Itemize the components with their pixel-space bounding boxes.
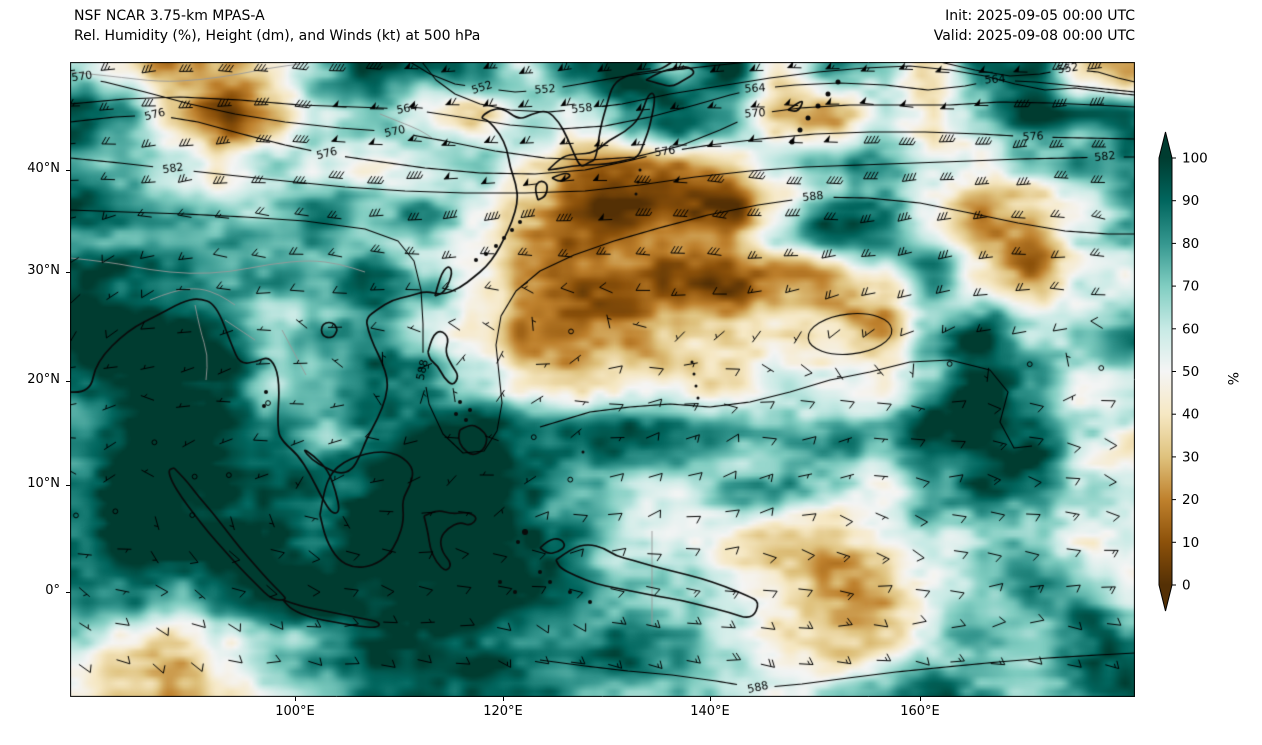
colorbar-tick-label: 50 xyxy=(1182,364,1199,380)
colorbar-tick-label: 90 xyxy=(1182,193,1199,209)
x-tick-label: 100°E xyxy=(275,704,315,719)
init-time: Init: 2025-09-05 00:00 UTC xyxy=(945,8,1135,24)
colorbar-tick-label: 80 xyxy=(1182,236,1199,252)
valid-time: Valid: 2025-09-08 00:00 UTC xyxy=(933,28,1135,44)
y-tick-mark xyxy=(66,170,70,171)
product-title: Rel. Humidity (%), Height (dm), and Wind… xyxy=(74,28,481,44)
y-tick-mark xyxy=(66,272,70,273)
y-tick-mark xyxy=(66,592,70,593)
colorbar-tick-label: 70 xyxy=(1182,279,1199,295)
title-block: NSF NCAR 3.75-km MPAS-A Rel. Humidity (%… xyxy=(74,6,480,46)
colorbar-tick-label: 100 xyxy=(1182,151,1208,167)
colorbar-tick-label: 60 xyxy=(1182,321,1199,337)
colorbar-tick-label: 0 xyxy=(1182,578,1191,594)
y-tick-label: 0° xyxy=(45,583,60,598)
time-block: Init: 2025-09-05 00:00 UTC Valid: 2025-0… xyxy=(934,6,1135,46)
x-tick-mark xyxy=(295,697,296,701)
x-tick-label: 140°E xyxy=(690,704,730,719)
x-tick-label: 160°E xyxy=(900,704,940,719)
y-tick-mark xyxy=(66,381,70,382)
map-canvas xyxy=(70,62,1135,697)
y-tick-label: 40°N xyxy=(27,161,60,176)
colorbar-tick-label: 40 xyxy=(1182,407,1199,423)
x-tick-mark xyxy=(710,697,711,701)
x-tick-mark xyxy=(920,697,921,701)
colorbar-tick-label: 10 xyxy=(1182,535,1199,551)
x-tick-mark xyxy=(503,697,504,701)
y-tick-mark xyxy=(66,485,70,486)
colorbar-unit-label: % xyxy=(1224,372,1240,385)
x-tick-label: 120°E xyxy=(483,704,523,719)
y-tick-label: 20°N xyxy=(27,372,60,387)
y-tick-label: 10°N xyxy=(27,476,60,491)
colorbar: 0 10 20 30 40 50 60 70 80 90 100% xyxy=(1158,131,1240,612)
y-tick-label: 30°N xyxy=(27,263,60,278)
colorbar-gradient xyxy=(1158,131,1173,612)
model-title: NSF NCAR 3.75-km MPAS-A xyxy=(74,8,265,24)
colorbar-tick-label: 20 xyxy=(1182,492,1199,508)
map-area xyxy=(70,62,1135,697)
colorbar-tick-label: 30 xyxy=(1182,449,1199,465)
